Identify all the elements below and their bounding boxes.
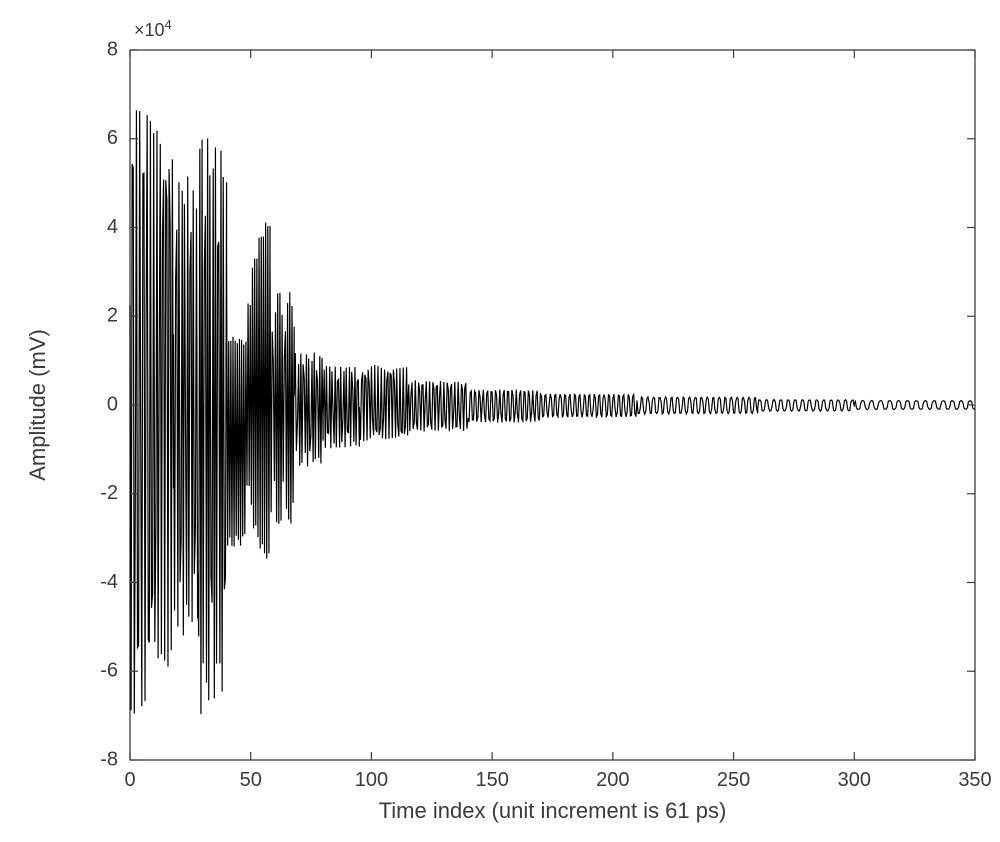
x-tick-label: 200 [596, 769, 629, 791]
y-tick-label: -8 [100, 748, 118, 770]
y-axis-label: Amplitude (mV) [25, 329, 50, 481]
x-tick-label: 50 [240, 769, 262, 791]
x-axis-label: Time index (unit increment is 61 ps) [379, 798, 727, 823]
x-tick-label: 350 [958, 769, 991, 791]
y-tick-label: -2 [100, 482, 118, 504]
y-tick-label: 4 [107, 216, 118, 238]
chart-container: 050100150200250300350-8-6-4-202468 ×104 … [0, 0, 1000, 842]
y-tick-label: 2 [107, 305, 118, 327]
x-tick-label: 300 [838, 769, 871, 791]
y-tick-label: -6 [100, 660, 118, 682]
signal-line [130, 110, 975, 714]
x-tick-label: 150 [475, 769, 508, 791]
y-tick-label: 6 [107, 127, 118, 149]
y-tick-label: -4 [100, 571, 118, 593]
x-tick-label: 250 [717, 769, 750, 791]
x-tick-label: 0 [124, 769, 135, 791]
y-exponent-label: ×104 [134, 17, 172, 41]
x-tick-label: 100 [355, 769, 388, 791]
y-tick-label: 8 [107, 38, 118, 60]
y-tick-label: 0 [107, 393, 118, 415]
amplitude-chart: 050100150200250300350-8-6-4-202468 ×104 … [0, 0, 1000, 842]
